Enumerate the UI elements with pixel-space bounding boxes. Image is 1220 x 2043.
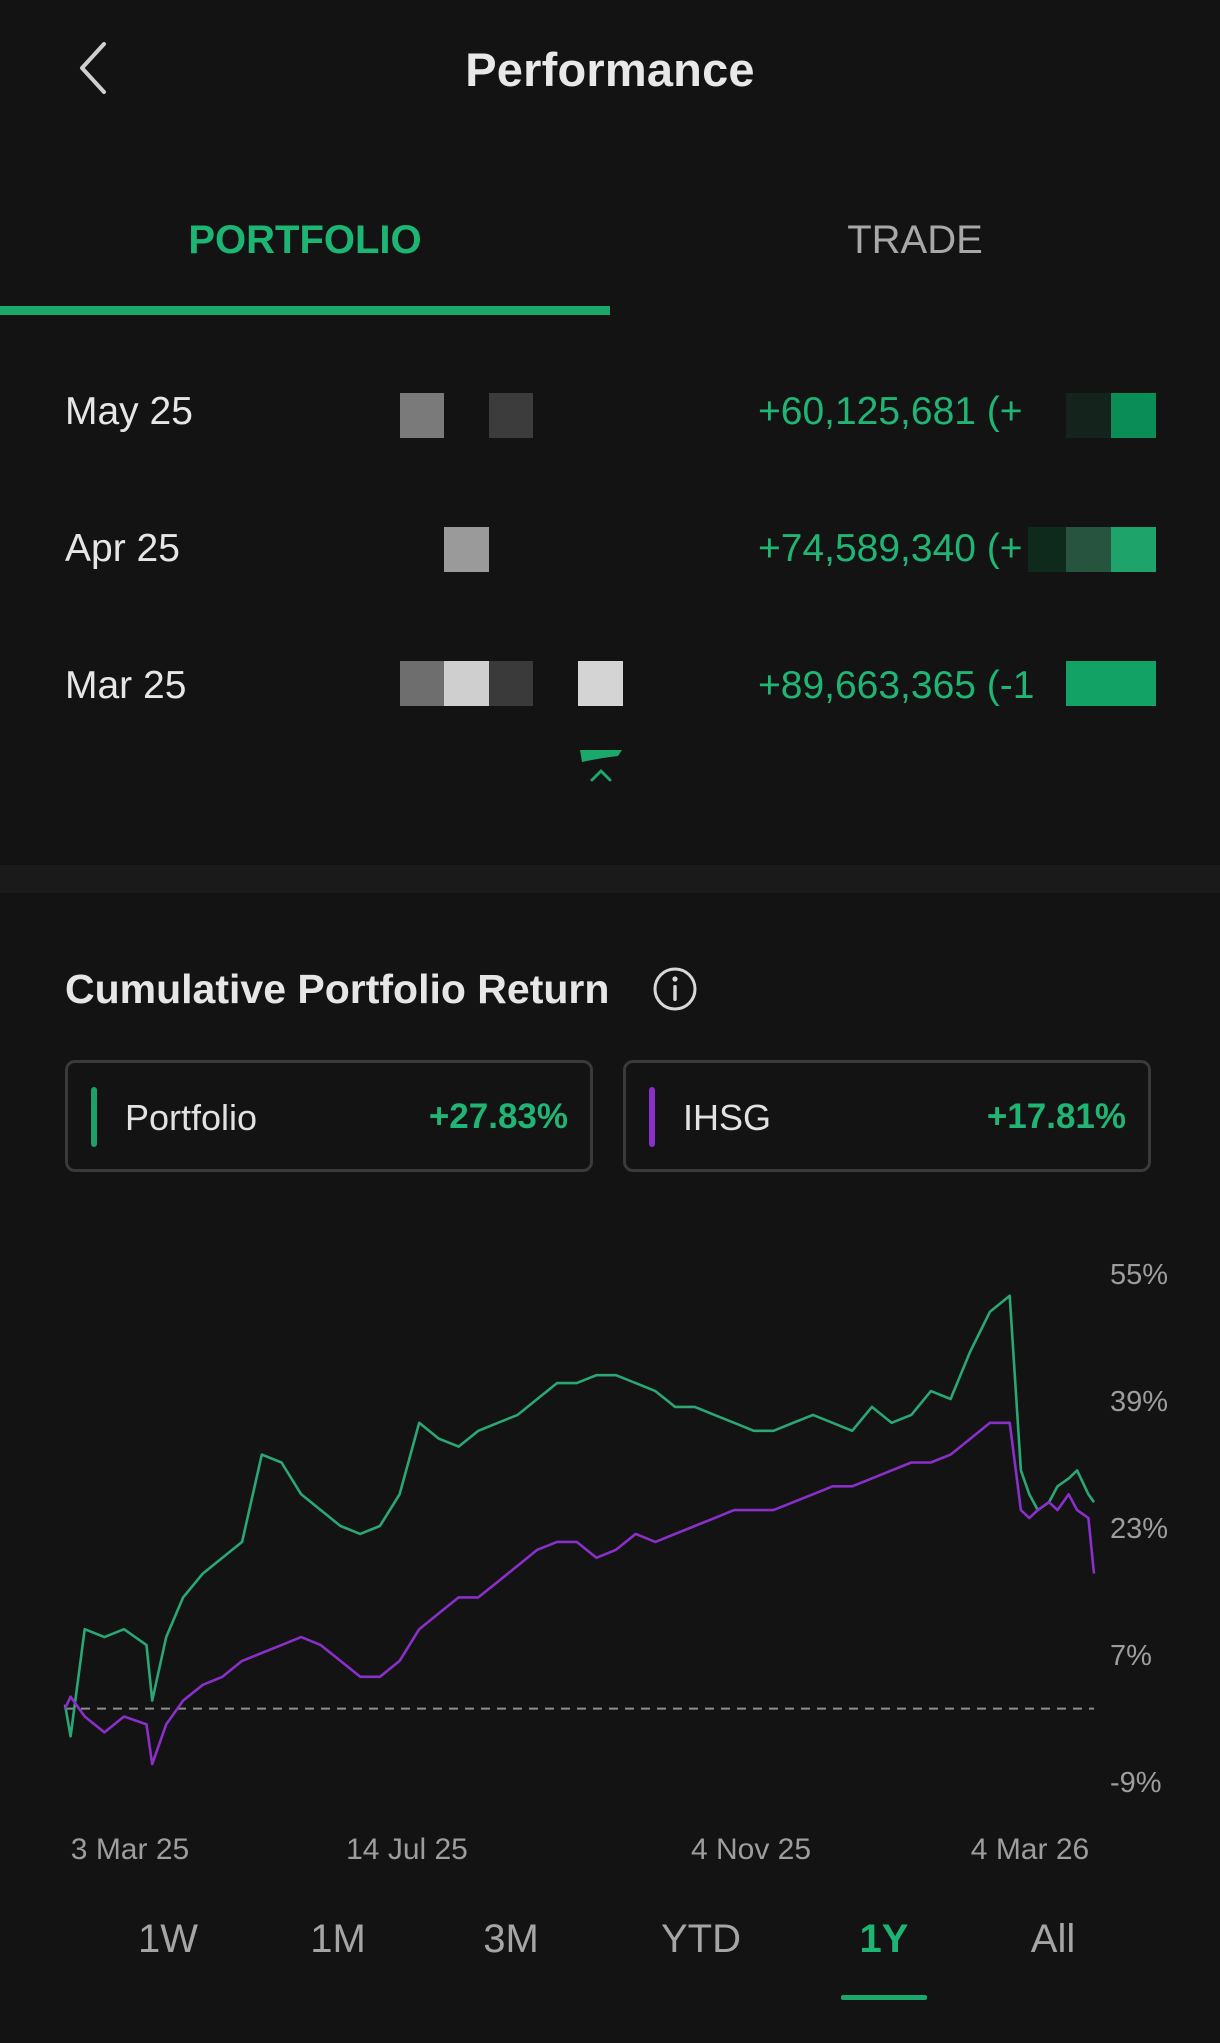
month-label: Apr 25 xyxy=(65,527,180,570)
y-tick-label: 23% xyxy=(1110,1513,1168,1545)
y-tick-label: -9% xyxy=(1110,1767,1162,1799)
month-label: May 25 xyxy=(65,390,193,433)
range-3m-button[interactable]: 3M xyxy=(483,1917,539,1961)
page-title: Performance xyxy=(465,43,755,96)
time-range-selector: 1W 1M 3M YTD 1Y All xyxy=(0,1905,1220,2005)
redacted-block xyxy=(1028,527,1066,572)
month-value: +60,125,681 (+ xyxy=(758,390,1023,433)
x-tick-label: 14 Jul 25 xyxy=(346,1833,468,1866)
month-row[interactable]: Apr 25 +74,589,340 (+ xyxy=(0,497,1220,597)
info-icon[interactable] xyxy=(651,965,699,1013)
month-label: Mar 25 xyxy=(65,664,187,707)
legend-portfolio[interactable]: Portfolio +27.83% xyxy=(65,1060,593,1172)
y-tick-label: 7% xyxy=(1110,1640,1152,1672)
month-value: +74,589,340 (+ xyxy=(758,527,1023,570)
redacted-block xyxy=(489,393,533,438)
chevron-left-icon xyxy=(80,42,106,94)
legend-name: IHSG xyxy=(683,1097,772,1138)
tab-trade[interactable]: TRADE xyxy=(847,218,983,262)
chevron-up-icon xyxy=(580,750,622,782)
back-button[interactable] xyxy=(66,36,126,100)
cumulative-return-chart[interactable]: 55% 39% 23% 7% -9% 3 Mar 25 14 Jul 25 4 Nov 25 4… xyxy=(0,1240,1220,1880)
redacted-block xyxy=(444,661,489,706)
y-tick-label: 55% xyxy=(1110,1259,1168,1291)
redacted-block xyxy=(578,661,623,706)
collapse-button[interactable] xyxy=(578,748,624,786)
redacted-block xyxy=(1066,393,1111,438)
tab-bar: PORTFOLIO TRADE xyxy=(0,200,1220,316)
redacted-block xyxy=(444,527,489,572)
active-tab-indicator xyxy=(0,306,610,315)
section-divider xyxy=(0,865,1220,893)
redacted-block xyxy=(1066,661,1156,706)
redacted-block xyxy=(1111,527,1156,572)
month-row[interactable]: Mar 25 +89,663,365 (-1 xyxy=(0,634,1220,734)
tab-portfolio[interactable]: PORTFOLIO xyxy=(188,218,422,262)
legend-value: +27.83% xyxy=(428,1097,568,1136)
section-title: Cumulative Portfolio Return xyxy=(65,966,610,1012)
legend-ihsg[interactable]: IHSG +17.81% xyxy=(623,1060,1151,1172)
range-1y-button[interactable]: 1Y xyxy=(859,1917,909,1961)
range-all-button[interactable]: All xyxy=(1030,1917,1076,1961)
y-tick-label: 39% xyxy=(1110,1386,1168,1418)
range-1w-button[interactable]: 1W xyxy=(138,1917,198,1961)
redacted-block xyxy=(489,661,533,706)
ihsg-series-line xyxy=(63,1421,1096,1766)
month-value: +89,663,365 (-1 xyxy=(758,664,1035,707)
header: Performance xyxy=(0,0,1220,145)
range-ytd-button[interactable]: YTD xyxy=(661,1917,741,1961)
legend-value: +17.81% xyxy=(986,1097,1126,1136)
x-tick-label: 3 Mar 25 xyxy=(71,1833,189,1866)
redacted-block xyxy=(1111,393,1156,438)
redacted-block xyxy=(400,661,444,706)
range-1m-button[interactable]: 1M xyxy=(310,1917,366,1961)
series-color-marker xyxy=(91,1087,97,1147)
x-tick-label: 4 Mar 26 xyxy=(971,1833,1089,1866)
x-tick-label: 4 Nov 25 xyxy=(691,1833,811,1866)
active-range-indicator xyxy=(841,1995,927,2000)
month-row[interactable]: May 25 +60,125,681 (+ xyxy=(0,360,1220,460)
portfolio-series-line xyxy=(63,1294,1096,1738)
legend-name: Portfolio xyxy=(125,1097,258,1138)
redacted-block xyxy=(1066,527,1111,572)
redacted-block xyxy=(400,393,444,438)
series-color-marker xyxy=(649,1087,655,1147)
